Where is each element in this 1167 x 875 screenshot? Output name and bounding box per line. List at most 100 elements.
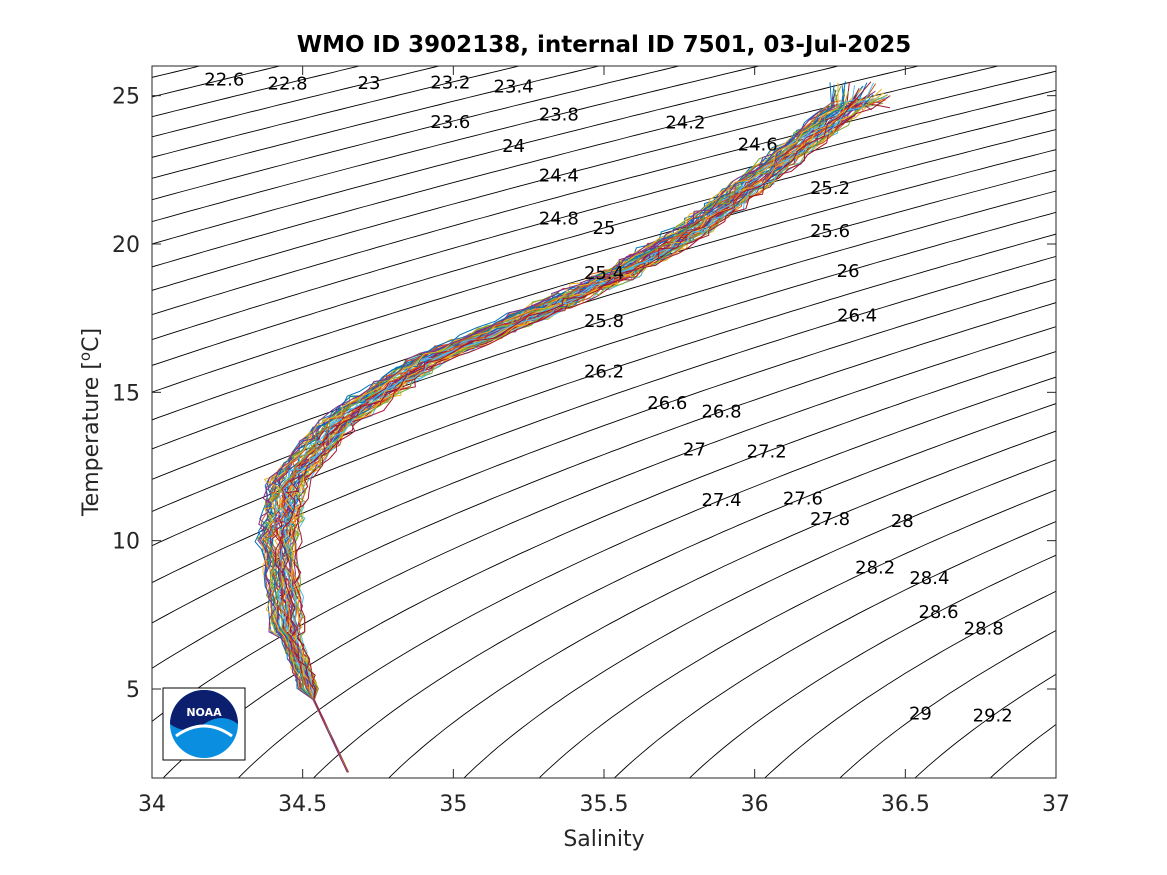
x-tick-label: 36.5 [881,792,930,817]
x-tick-label: 34.5 [278,792,327,817]
density-contour-label: 25 [593,218,616,239]
profile-line [290,98,885,773]
density-contour-line [152,66,521,158]
profile-line [277,97,863,773]
profile-line [287,83,877,773]
profile-line [283,92,872,773]
x-tick-label: 35.5 [580,792,629,817]
density-contour-label: 22.8 [268,73,308,94]
density-contour-line [613,521,1056,778]
density-contour-label: 24 [502,136,525,157]
density-contour-line [688,554,1056,778]
density-contour-label: 27.4 [701,490,741,511]
profile-line [281,96,872,773]
x-tick-label: 36 [741,792,769,817]
density-contour-line [152,278,1056,624]
density-contour-line [152,326,1056,722]
profile-line [274,97,859,773]
noaa-logo: NOAA [162,687,246,761]
density-contour-label: 25.6 [810,221,850,242]
density-contour-label: 24.8 [539,209,579,230]
x-axis-ticks: 34 34.5 35 35.5 36 36.5 37 [138,66,1070,817]
density-contour-line [152,66,442,138]
profile-line [281,93,870,773]
density-contour-label: 28.8 [964,618,1004,639]
density-contour-label: 24.2 [665,113,705,134]
density-contour-label: 29 [909,703,932,724]
profile-line [264,104,840,773]
density-contour-label: 23.2 [430,73,470,94]
profile-line [287,88,883,773]
density-contour-label: 26 [837,261,860,282]
density-contour-label: 25.4 [584,263,624,284]
density-contour-label: 22.6 [204,69,244,90]
profile-line [276,85,864,773]
density-contour-label: 26.6 [647,393,687,414]
density-contour-label: 25.8 [584,311,624,332]
density-contour-label: 23 [358,73,381,94]
density-contour-label: 25.2 [810,178,850,199]
x-axis-label: Salinity [563,827,644,852]
density-contour-line [152,190,1056,480]
density-contour-label: 26.2 [584,361,624,382]
density-contour-label: 24.6 [738,135,778,156]
profile-line [278,88,863,773]
density-contour-label: 23.4 [494,77,534,98]
profile-line [260,82,839,773]
profile-line [261,100,841,773]
profile-line [284,100,877,773]
profile-line [262,102,832,773]
profile-line [283,90,876,773]
density-contour-line [152,302,1056,669]
density-contour-label: 26.4 [837,305,877,326]
density-contour-label: 28.6 [918,602,958,623]
profile-line [288,94,889,773]
density-contours [152,66,1056,778]
density-contour-label: 28.4 [909,568,949,589]
density-contour-line [152,66,1001,291]
density-contour-line [152,70,1056,316]
density-contour-label: 23.6 [430,112,470,133]
density-contour-line [152,109,1056,366]
density-contour-label: 29.2 [973,706,1013,727]
profile-line [272,88,860,773]
density-contour-labels: 22.6 22.8 23 23.2 23.4 23.6 23.8 24 24.2 24.4 24.6… [204,69,1012,726]
profile-line [279,81,872,773]
density-contour-line [152,169,1056,450]
profile-line [278,103,867,773]
profile-line [268,88,846,773]
y-axis-ticks: 5 10 15 20 25 [112,85,1056,703]
y-tick-label: 10 [112,530,140,555]
profile-line [260,104,841,773]
density-contour-label: 28.2 [855,558,895,579]
profile-line [283,94,874,773]
x-tick-label: 35 [439,792,467,817]
profile-line [276,101,860,773]
density-contour-line [237,376,1056,778]
density-contour-line [152,129,1056,393]
density-contour-line [152,66,601,179]
profile-line [278,99,866,773]
density-contour-label: 27.6 [783,488,823,509]
chart-title: WMO ID 3902138, internal ID 7501, 03-Jul… [297,32,912,58]
profile-line [288,96,890,773]
density-contour-label: 26.8 [701,402,741,423]
density-contour-label: 23.8 [539,105,579,126]
density-contour-label: 27 [683,440,706,461]
y-tick-label: 15 [112,381,140,406]
density-contour-line [152,66,761,223]
density-contour-line [538,489,1056,778]
x-tick-label: 37 [1042,792,1070,817]
profile-line [258,96,835,773]
density-contour-line [839,630,1056,778]
density-contour-line [463,459,1056,778]
y-axis-label: Temperature [oC] [76,328,104,517]
density-contour-line [152,66,681,201]
profile-line [277,85,864,773]
density-contour-label: 24.4 [539,166,579,187]
density-contour-label: 28 [891,511,914,532]
density-contour-label: 27.8 [810,509,850,530]
density-contour-line [152,89,1056,341]
profile-line [284,101,881,773]
